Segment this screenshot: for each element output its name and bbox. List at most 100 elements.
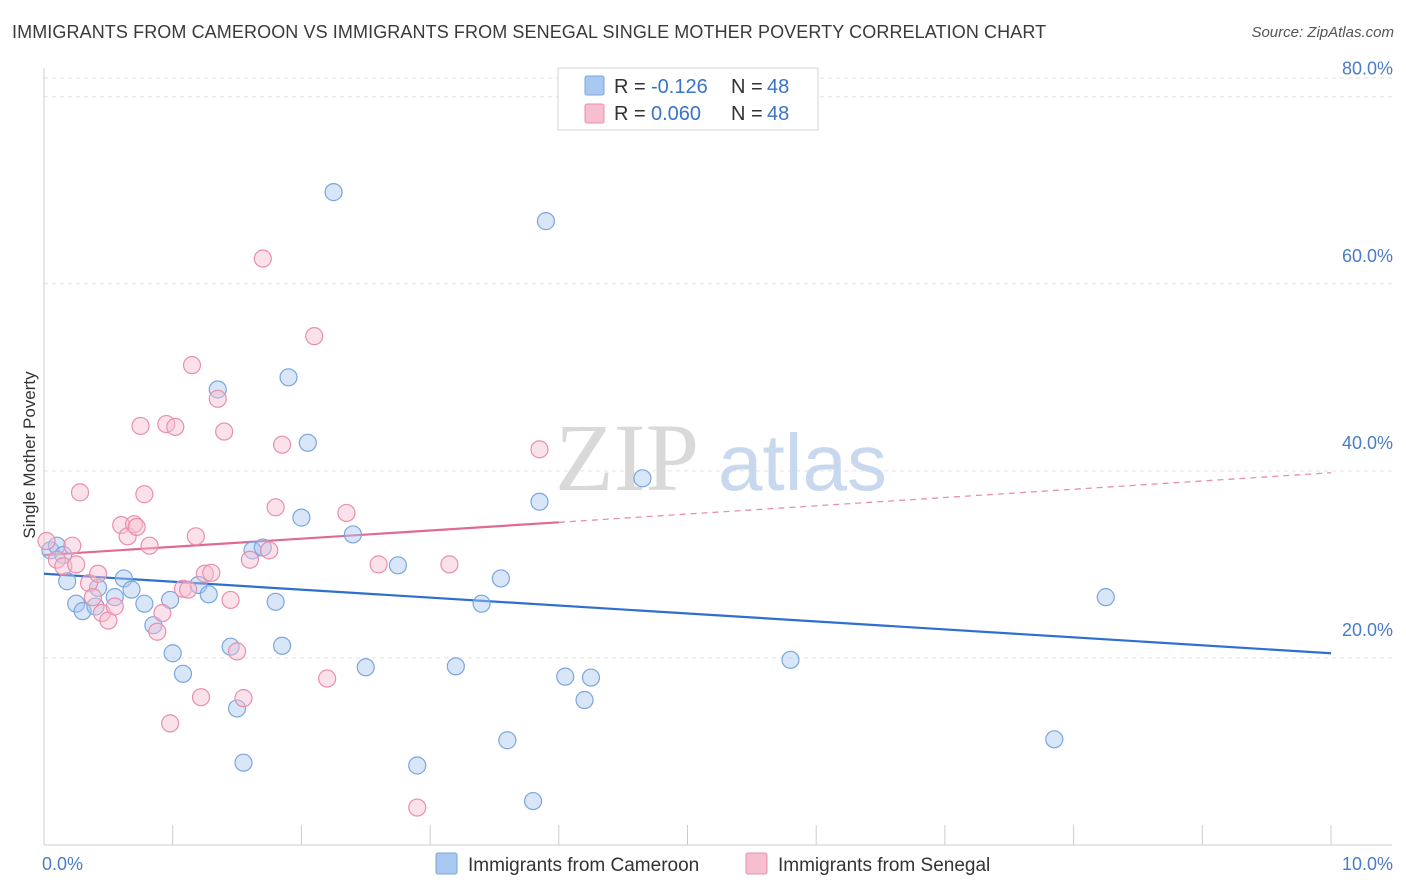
point-series0-34 [446, 657, 465, 676]
point-series1-35 [234, 689, 253, 708]
legend-n-value-cameroon: 48 [767, 76, 789, 98]
point-series1-16 [131, 416, 150, 436]
point-series0-27 [292, 508, 311, 527]
point-series1-26 [182, 356, 202, 375]
y-tick-label-60: 60.0% [1342, 246, 1393, 266]
tick-labels: 20.0% 40.0% 60.0% 80.0% 0.0% 10.0% [42, 59, 1393, 874]
point-series0-3 [58, 572, 77, 591]
legend-r-label-cameroon: R = [614, 76, 646, 98]
chart-title: IMMIGRANTS FROM CAMEROON VS IMMIGRANTS F… [12, 22, 1047, 42]
point-series1-17 [135, 485, 154, 504]
point-series0-18 [208, 380, 227, 399]
series-label-senegal: Immigrants from Senegal [778, 855, 990, 876]
point-series0-37 [498, 731, 517, 750]
point-series1-41 [305, 327, 324, 346]
y-tick-label-20: 20.0% [1342, 620, 1393, 640]
point-series0-36 [491, 569, 510, 588]
point-series0-32 [388, 556, 408, 575]
data-points [37, 183, 1115, 817]
point-series1-42 [318, 669, 337, 688]
series-swatch-senegal [745, 852, 768, 875]
series-label-cameroon: Immigrants from Cameroon [468, 855, 699, 876]
point-series0-31 [356, 658, 375, 677]
point-series0-45 [781, 650, 800, 669]
point-series1-32 [215, 422, 234, 441]
point-series0-17 [199, 585, 218, 604]
trend-lines [43, 472, 1332, 655]
point-series1-0 [37, 531, 56, 551]
point-series0-26 [279, 368, 298, 387]
point-series0-11 [135, 594, 154, 613]
watermark-zip: ZIP [555, 404, 699, 511]
grid [44, 77, 1392, 659]
point-series0-42 [575, 690, 594, 710]
point-series1-8 [88, 564, 108, 583]
point-series0-14 [163, 644, 182, 663]
point-series0-20 [227, 699, 247, 718]
point-series1-45 [408, 798, 427, 817]
point-series1-37 [253, 249, 272, 268]
legend-r-label-senegal: R = [614, 103, 646, 125]
point-series0-29 [324, 183, 343, 202]
point-series1-24 [173, 579, 193, 598]
legend-n-value-senegal: 48 [767, 103, 789, 125]
point-series1-40 [272, 435, 292, 454]
point-series1-43 [337, 503, 356, 523]
point-series1-29 [195, 564, 214, 583]
point-series0-8 [105, 588, 124, 607]
legend-n-label-cameroon: N = [731, 76, 763, 98]
point-series1-47 [530, 440, 549, 459]
point-series0-4 [67, 594, 86, 613]
point-series0-1 [47, 536, 66, 555]
x-tick-label-max: 10.0% [1342, 854, 1393, 874]
series-legend: Immigrants from Cameroon Immigrants from… [435, 852, 990, 876]
point-series1-34 [227, 642, 247, 661]
trend-line-series0 [43, 572, 1332, 655]
point-series0-41 [556, 667, 575, 686]
trend-line-series1 [43, 521, 559, 557]
legend-swatch-cameroon [584, 75, 605, 96]
point-series1-12 [112, 516, 131, 535]
point-series0-43 [581, 668, 601, 687]
point-series0-10 [122, 580, 141, 599]
point-series1-30 [202, 563, 221, 582]
axes [43, 68, 1392, 846]
point-series1-22 [161, 714, 180, 733]
point-series1-15 [127, 517, 146, 537]
source-label: Source: ZipAtlas.com [1251, 24, 1394, 41]
point-series1-5 [70, 483, 90, 502]
point-series1-23 [166, 417, 185, 436]
point-series0-25 [272, 636, 292, 655]
point-series0-46 [1045, 730, 1064, 749]
point-series1-28 [191, 688, 211, 707]
x-tick-label-min: 0.0% [42, 854, 83, 874]
series-swatch-cameroon [435, 852, 458, 875]
point-series1-19 [148, 622, 167, 641]
point-series0-44 [633, 469, 652, 488]
legend-r-value-senegal: 0.060 [651, 103, 701, 125]
point-series1-1 [47, 550, 66, 569]
point-series1-4 [67, 555, 86, 574]
point-series0-47 [1096, 588, 1115, 607]
point-series1-39 [266, 498, 285, 517]
point-series0-38 [523, 791, 543, 811]
point-series0-15 [173, 664, 193, 683]
point-series1-3 [63, 536, 82, 555]
legend-n-label-senegal: N = [731, 103, 763, 125]
point-series1-27 [186, 527, 205, 546]
point-series1-20 [153, 603, 172, 623]
point-series1-7 [83, 588, 103, 607]
point-series0-7 [88, 578, 108, 597]
watermark-atlas: atlas [718, 418, 887, 507]
point-series1-18 [140, 536, 159, 555]
point-series1-14 [124, 515, 144, 534]
point-series0-40 [536, 212, 556, 231]
y-tick-label-80: 80.0% [1342, 59, 1393, 79]
trend-line-dashed-series1 [558, 472, 1332, 523]
point-series1-11 [105, 597, 124, 616]
point-series0-33 [408, 756, 427, 775]
point-series1-38 [260, 541, 279, 560]
point-series1-31 [208, 389, 227, 408]
point-series0-28 [298, 433, 317, 452]
